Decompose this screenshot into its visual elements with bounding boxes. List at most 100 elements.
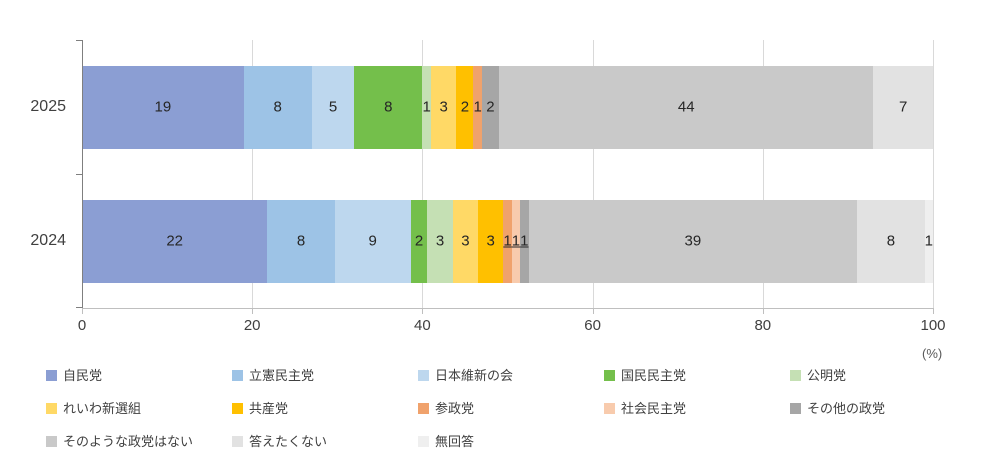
segment-自民党: 22 [82, 199, 268, 283]
segment-公明党: 1 [422, 65, 431, 149]
segment-参政党: 1 [473, 65, 482, 149]
segment-value-label: 7 [899, 98, 908, 116]
legend-label: 共産党 [249, 401, 289, 416]
x-axis-line [82, 308, 933, 309]
segment-自民党: 19 [82, 65, 244, 149]
y-axis-tick-1 [76, 174, 82, 175]
segment-社会民主党: 1 [511, 199, 521, 283]
legend-item-参政党: 参政党 [418, 402, 474, 415]
unit-label: (%) [922, 346, 943, 361]
x-tick-label-80: 80 [754, 317, 772, 334]
segment-value-label: 22 [166, 232, 184, 250]
segment-value-label: 3 [439, 98, 448, 116]
gridline-80 [762, 40, 764, 308]
legend-label: 日本維新の会 [435, 368, 514, 383]
segment-value-label: 1 [520, 232, 529, 250]
segment-value-label: 8 [886, 232, 896, 250]
legend-item-社会民主党: 社会民主党 [604, 402, 686, 415]
segment-value-label: 1 [511, 232, 521, 250]
segment-れいわ新選組: 3 [430, 65, 457, 149]
segment-value-label: 3 [461, 232, 470, 250]
segment-value-label: 8 [296, 232, 306, 250]
segment-value-label: 1 [422, 98, 431, 116]
category-label-2024: 2024 [30, 232, 66, 249]
legend-label: 自民党 [63, 368, 103, 383]
segment-value-label: 5 [328, 98, 338, 116]
legend-label: 国民民主党 [621, 368, 687, 383]
segment-答えたくない: 8 [857, 199, 925, 283]
segment-共産党: 2 [456, 65, 474, 149]
legend-swatch [46, 403, 57, 414]
x-tick-label-60: 60 [584, 317, 601, 334]
segment-value-label: 2 [414, 232, 424, 250]
segment-value-label: 2 [486, 98, 495, 116]
segment-立憲民主党: 8 [267, 199, 335, 283]
legend-item-自民党: 自民党 [46, 369, 102, 382]
segment-value-label: 44 [677, 98, 695, 116]
segment-その他の政党: 1 [520, 199, 529, 283]
x-tick-40 [422, 308, 424, 314]
segment-value-label: 19 [154, 98, 172, 116]
legend-label: 立憲民主党 [249, 368, 315, 383]
x-tick-80 [762, 308, 764, 314]
legend-swatch [790, 370, 801, 381]
legend-swatch [790, 403, 801, 414]
segment-公明党: 3 [427, 199, 453, 283]
legend-item-日本維新の会: 日本維新の会 [418, 369, 513, 382]
segment-無回答: 1 [924, 199, 933, 283]
legend-label: 公明党 [807, 368, 847, 383]
legend-swatch [604, 370, 615, 381]
legend-swatch [604, 403, 615, 414]
gridline-20 [252, 40, 254, 308]
legend-item-答えたくない: 答えたくない [232, 435, 327, 448]
y-axis-line [82, 40, 83, 308]
legend-swatch [232, 370, 243, 381]
legend-label: 答えたくない [249, 434, 328, 449]
legend-swatch [418, 436, 429, 447]
legend-item-共産党: 共産党 [232, 402, 288, 415]
legend-item-その他の政党: その他の政党 [790, 402, 885, 415]
legend-label: そのような政党はない [63, 434, 194, 449]
category-label-2025: 2025 [30, 98, 66, 115]
segment-value-label: 9 [368, 232, 377, 250]
bar-2024: 22 8 9 2 3 3 3 1 1 1 39 8 1 [82, 199, 933, 283]
segment-value-label: 2 [460, 98, 470, 116]
legend-item-立憲民主党: 立憲民主党 [232, 369, 314, 382]
legend-swatch [46, 370, 57, 381]
x-tick-label-40: 40 [414, 317, 431, 334]
x-tick-label-100: 100 [920, 317, 946, 334]
gridline-60 [592, 40, 594, 308]
segment-日本維新の会: 9 [334, 199, 411, 283]
x-tick-20 [252, 308, 254, 314]
y-axis-tick-0 [76, 40, 82, 41]
legend-swatch [232, 436, 243, 447]
segment-れいわ新選組: 3 [452, 199, 478, 283]
legend-item-そのような政党はない: そのような政党はない [46, 435, 193, 448]
segment-国民民主党: 8 [354, 65, 423, 149]
segment-value-label: 8 [384, 98, 393, 116]
segment-そのような政党はない: 39 [528, 199, 858, 283]
x-tick-0 [82, 308, 83, 314]
segment-value-label: 1 [503, 232, 512, 250]
segment-value-label: 1 [473, 98, 482, 116]
x-tick-60 [592, 308, 594, 314]
legend-label: その他の政党 [807, 401, 886, 416]
x-tick-100 [933, 308, 934, 314]
legend-swatch [46, 436, 57, 447]
legend-swatch [418, 370, 429, 381]
plot-area: 19 8 5 8 1 3 2 1 2 44 7 22 8 9 2 3 3 3 1 1 1 39 8 1 [76, 40, 934, 314]
segment-value-label: 39 [684, 232, 702, 250]
legend-item-れいわ新選組: れいわ新選組 [46, 402, 141, 415]
legend-swatch [418, 403, 429, 414]
x-tick-label-0: 0 [77, 317, 87, 334]
legend-label: 社会民主党 [621, 401, 687, 416]
segment-国民民主党: 2 [410, 199, 428, 283]
bar-2025: 19 8 5 8 1 3 2 1 2 44 7 [82, 65, 933, 149]
segment-答えたくない: 7 [873, 65, 933, 149]
legend-swatch [232, 403, 243, 414]
legend-label: 無回答 [435, 434, 475, 449]
segment-参政党: 1 [503, 199, 512, 283]
gridline-40 [422, 40, 424, 308]
segment-その他の政党: 2 [481, 65, 499, 149]
